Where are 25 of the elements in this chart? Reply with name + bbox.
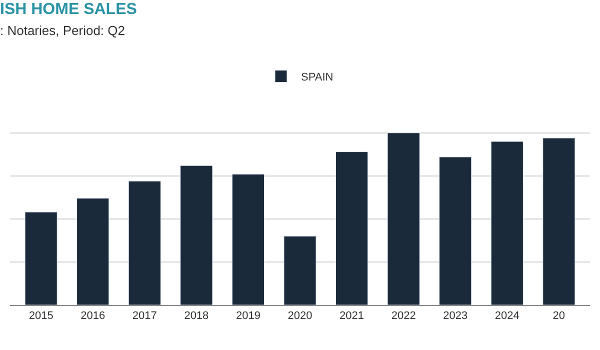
x-tick-label: 2015 xyxy=(28,310,54,322)
bar xyxy=(387,132,420,305)
x-tick-label: 2022 xyxy=(391,310,416,322)
chart-title: ISH HOME SALES xyxy=(0,1,138,18)
bar xyxy=(76,198,110,305)
bar xyxy=(24,212,58,305)
x-tick-label: 2017 xyxy=(132,310,157,322)
bar xyxy=(542,138,576,305)
x-tick-label: 2016 xyxy=(80,310,106,322)
x-tick-label: 2021 xyxy=(340,310,364,322)
bar xyxy=(439,156,472,305)
x-tick-label: 2018 xyxy=(184,310,209,322)
legend-label: SPAIN xyxy=(301,72,334,84)
bar xyxy=(335,152,368,305)
bar xyxy=(180,165,213,305)
bar xyxy=(128,180,161,305)
x-tick-label: 20 xyxy=(552,310,566,322)
x-tick-label: 2019 xyxy=(236,310,260,322)
x-tick-label: 2020 xyxy=(288,310,312,322)
bar xyxy=(284,236,316,305)
chart-subtitle: : Notaries, Period: Q2 xyxy=(0,22,125,38)
bar xyxy=(490,141,524,305)
x-tick-label: 2023 xyxy=(443,310,468,322)
bar xyxy=(232,174,265,305)
x-tick-label: 2024 xyxy=(494,310,520,322)
